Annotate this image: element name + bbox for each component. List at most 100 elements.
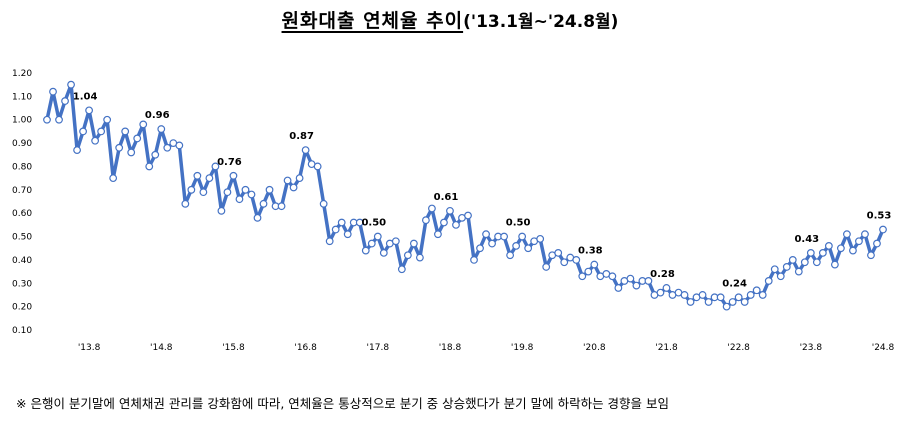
data-point [591,261,598,268]
x-tick-label: '14.8 [150,343,173,353]
data-point [789,257,796,264]
data-point [808,250,815,257]
data-label: 0.87 [289,131,314,142]
data-point [182,201,189,208]
y-tick-label: 1.20 [12,69,32,79]
data-point [152,151,159,158]
data-point [50,88,57,95]
data-point [405,252,412,259]
data-point [555,250,562,257]
data-label: 0.43 [794,234,819,245]
x-tick-label: '15.8 [222,343,245,353]
data-point [80,128,87,135]
data-point [260,201,267,208]
plot-area [44,81,887,310]
data-point [783,264,790,271]
data-point [188,187,195,194]
data-point [290,184,297,191]
data-point [753,287,760,294]
data-label: 0.38 [578,246,603,257]
y-tick-label: 0.80 [12,162,32,172]
data-point [585,268,592,275]
y-tick-label: 1.10 [12,92,32,102]
data-point [820,250,827,257]
data-point [374,233,381,240]
data-point [314,163,321,170]
data-point [663,285,670,292]
data-label: 1.04 [73,91,98,102]
data-point [92,137,99,144]
data-point [320,201,327,208]
data-label: 0.24 [722,278,747,289]
x-tick-label: '24.8 [872,343,895,353]
data-point [862,231,869,238]
data-point [254,215,261,222]
data-point [344,231,351,238]
data-point [759,292,766,299]
data-point [381,250,388,257]
data-point [850,247,857,254]
data-label: 0.53 [867,211,892,222]
data-point [838,245,845,252]
data-point [471,257,478,264]
data-point [393,238,400,245]
data-point [453,222,460,229]
data-point [741,299,748,306]
data-point [561,259,568,266]
data-point [826,243,833,250]
data-point [56,116,63,123]
data-point [717,294,724,301]
data-point [429,205,436,212]
data-point [507,252,514,259]
data-label: 0.50 [361,218,386,229]
x-tick-label: '16.8 [294,343,317,353]
data-point [104,116,111,123]
data-point [224,189,231,196]
data-point [880,226,887,233]
data-point [110,175,117,182]
data-point [146,163,153,170]
x-tick-label: '18.8 [439,343,462,353]
data-point [735,294,742,301]
data-point [368,240,375,247]
data-point [230,173,237,180]
y-tick-label: 0.10 [12,326,32,336]
data-point [278,203,285,210]
data-point [236,196,243,203]
data-point [633,282,640,289]
data-point [122,128,129,135]
data-point [128,149,135,156]
data-point [513,243,520,250]
data-point [176,142,183,149]
data-point [627,275,634,282]
data-point [771,266,778,273]
footnote: ※ 은행이 분기말에 연체채권 관리를 강화함에 따라, 연체율은 통상적으로 … [16,393,669,412]
data-point [86,107,93,114]
data-label: 0.76 [217,157,242,168]
x-axis: '13.8 '14.8 '15.8 '16.8 '17.8 '18.8 '19.8 '20.8… [78,343,895,353]
data-point [747,292,754,299]
data-point [441,219,448,226]
data-point [98,128,105,135]
data-point [489,240,496,247]
data-point [519,233,526,240]
data-label: 0.96 [145,110,170,121]
data-point [447,208,454,215]
data-point [74,147,81,154]
x-tick-label: '19.8 [511,343,534,353]
x-tick-label: '20.8 [583,343,606,353]
data-point [874,240,881,247]
data-point [657,289,664,296]
data-point [802,259,809,266]
y-tick-label: 0.30 [12,279,32,289]
data-point [399,266,406,273]
data-point [68,81,75,88]
y-tick-label: 0.90 [12,139,32,149]
y-tick-label: 0.60 [12,209,32,219]
data-point [62,98,69,105]
data-point [777,273,784,280]
data-point [423,217,430,224]
data-point [501,233,508,240]
data-point [868,252,875,259]
data-point [284,177,291,184]
